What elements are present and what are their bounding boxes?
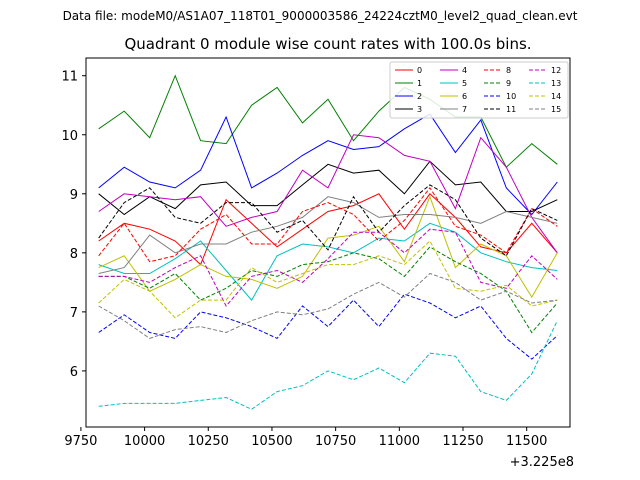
series-line-10 bbox=[98, 293, 558, 360]
legend-label-3: 3 bbox=[417, 105, 422, 114]
legend-label-2: 2 bbox=[417, 92, 422, 101]
x-tick-label: 11500 bbox=[506, 434, 547, 449]
series-line-8 bbox=[98, 187, 558, 263]
x-tick-label: 9750 bbox=[64, 434, 97, 449]
chart-title: Quadrant 0 module wise count rates with … bbox=[124, 35, 531, 53]
y-tick-label: 11 bbox=[61, 70, 78, 85]
series-line-3 bbox=[98, 160, 558, 216]
series-line-9 bbox=[98, 246, 558, 334]
chart-suptitle: Data file: modeM0/AS1A07_118T01_90000035… bbox=[63, 9, 578, 23]
series-line-2 bbox=[98, 113, 558, 216]
legend-label-6: 6 bbox=[462, 92, 467, 101]
legend-label-10: 10 bbox=[506, 92, 516, 101]
x-tick-label: 10250 bbox=[188, 434, 229, 449]
legend-label-0: 0 bbox=[417, 66, 422, 75]
x-tick-label: 10750 bbox=[315, 434, 356, 449]
legend-label-11: 11 bbox=[506, 105, 516, 114]
axes-frame bbox=[85, 57, 571, 428]
x-axis: 9750 10000 10250 10500 10750 11000 11250 11500 bbox=[64, 427, 547, 449]
legend-label-1: 1 bbox=[417, 79, 422, 88]
x-tick-label: 11000 bbox=[379, 434, 420, 449]
series-line-15 bbox=[98, 272, 558, 339]
y-tick-label: 8 bbox=[70, 247, 78, 262]
series-line-6 bbox=[98, 195, 558, 299]
legend-label-4: 4 bbox=[462, 66, 467, 75]
x-tick-label: 10000 bbox=[124, 434, 165, 449]
legend-label-13: 13 bbox=[551, 79, 561, 88]
legend-label-12: 12 bbox=[551, 66, 561, 75]
y-tick-label: 9 bbox=[70, 188, 78, 203]
series-line-14 bbox=[98, 240, 558, 319]
legend-label-9: 9 bbox=[506, 79, 511, 88]
y-tick-label: 7 bbox=[70, 306, 78, 321]
series-line-0 bbox=[98, 193, 558, 266]
legend-label-7: 7 bbox=[462, 105, 467, 114]
series-line-12 bbox=[98, 228, 558, 307]
y-axis: 6 7 8 9 10 11 bbox=[61, 70, 86, 380]
legend-box bbox=[389, 61, 569, 119]
series-line-11 bbox=[98, 184, 558, 257]
plot-area bbox=[98, 74, 558, 410]
y-tick-label: 6 bbox=[70, 365, 78, 380]
series-line-7 bbox=[98, 196, 558, 274]
legend-label-5: 5 bbox=[462, 79, 467, 88]
series-line-5 bbox=[98, 222, 558, 301]
legend-label-8: 8 bbox=[506, 66, 511, 75]
x-tick-label: 11250 bbox=[442, 434, 483, 449]
legend-label-15: 15 bbox=[551, 105, 561, 114]
legend-label-14: 14 bbox=[551, 92, 561, 101]
x-tick-label: 10500 bbox=[251, 434, 292, 449]
y-tick-label: 10 bbox=[61, 129, 78, 144]
x-axis-offset-label: +3.225e8 bbox=[510, 455, 574, 470]
series-line-4 bbox=[98, 134, 558, 254]
series-line-13 bbox=[98, 320, 558, 410]
